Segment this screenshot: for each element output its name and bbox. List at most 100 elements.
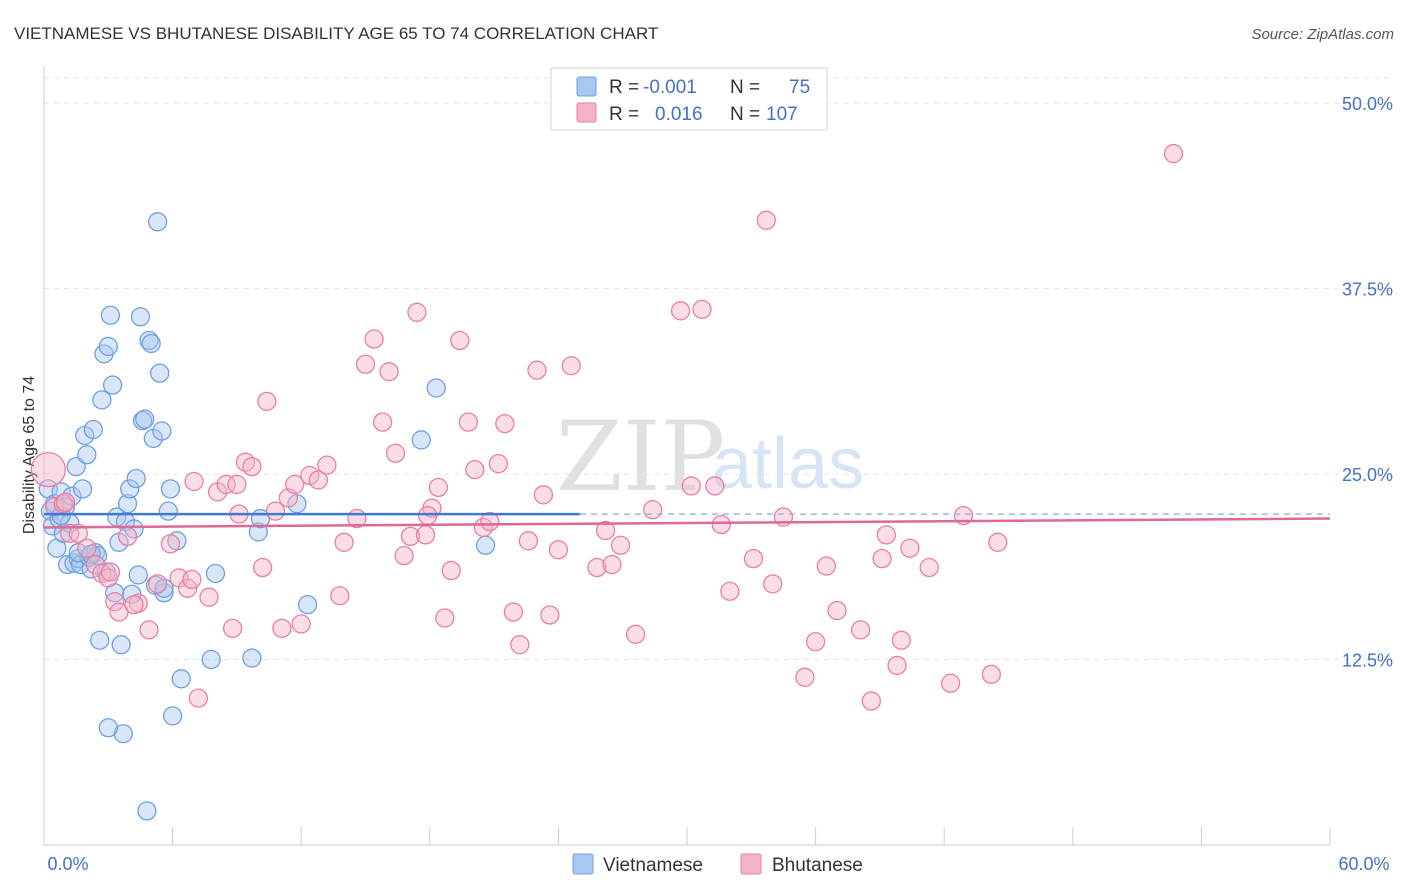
bhutanese-point [940, 673, 961, 693]
bhutanese-point [257, 391, 277, 411]
bhutanese-point [480, 511, 500, 532]
legend-frame [550, 67, 828, 131]
vietnamese-point [411, 430, 431, 450]
legend-r-value-bhutanese: 0.016 [655, 104, 703, 125]
bhutanese-point [587, 557, 607, 578]
y-tick-label: 25.0% [1342, 465, 1393, 485]
bhutanese-point [415, 525, 436, 545]
bhutanese-point [308, 470, 328, 490]
bhutanese-point [795, 667, 815, 687]
vietnamese-point [111, 635, 131, 655]
bhutanese-point [872, 548, 892, 569]
bhutanese-point [139, 620, 159, 640]
vietnamese-point [117, 494, 138, 514]
bhutanese-point [763, 574, 783, 594]
bhutanese-point [160, 534, 181, 554]
bhutanese-point [147, 574, 168, 594]
bhutanese-point [610, 535, 631, 555]
bhutanese-point [981, 664, 1002, 685]
bhutanese-point [177, 578, 198, 598]
vietnamese-point [242, 648, 262, 668]
bhutanese-point [743, 548, 764, 569]
bhutanese-point [548, 540, 569, 560]
bhutanese-point [355, 354, 376, 374]
vietnamese-point [126, 468, 146, 489]
legend-r-label-bhutanese: R = [609, 104, 639, 125]
legend-swatch-vietnamese [576, 76, 597, 97]
bhutanese-point [68, 523, 88, 544]
bhutanese-point [330, 586, 350, 606]
legend-n-value-bhutanese: 107 [766, 104, 798, 125]
y-tick-label: 12.5% [1342, 651, 1393, 671]
bhutanese-point [988, 532, 1008, 552]
legend-n-label-bhutanese: N = [730, 104, 760, 125]
bhutanese-point [265, 501, 286, 521]
grid-lines [44, 77, 1394, 661]
bhutanese-point [227, 474, 247, 495]
vietnamese-point [160, 479, 181, 499]
bottom-legend-swatch-vietnamese [572, 853, 594, 875]
bhutanese-point [77, 538, 97, 558]
legend-n-value-vietnamese: 75 [789, 77, 810, 98]
vietnamese-point [162, 706, 183, 726]
bhutanese-point [561, 356, 581, 376]
bhutanese-point [222, 618, 243, 639]
legend-n-label-vietnamese: N = [730, 77, 760, 98]
bhutanese-point [670, 301, 691, 321]
bhutanese-point [533, 485, 554, 505]
bhutanese-point [488, 454, 509, 474]
vietnamese-point [201, 649, 221, 670]
bhutanese-point [216, 474, 236, 495]
series-vietnamese [38, 212, 496, 821]
bhutanese-point [242, 456, 262, 477]
bhutanese-point [400, 526, 421, 547]
bhutanese-point [55, 492, 76, 512]
vietnamese-point [98, 336, 118, 357]
trendlines [43, 512, 1331, 529]
vietnamese-point [426, 378, 446, 398]
bhutanese-point [334, 532, 354, 552]
bhutanese-point [188, 688, 208, 708]
x-tick-label-min: 0.0% [47, 854, 88, 874]
bhutanese-point [379, 362, 399, 382]
bhutanese-point [291, 614, 311, 634]
bhutanese-point [891, 630, 911, 650]
bhutanese-point [428, 477, 449, 498]
vietnamese-point [141, 333, 161, 354]
bhutanese-point [441, 560, 461, 581]
bhutanese-point [252, 557, 273, 578]
vietnamese-point [475, 535, 496, 555]
vietnamese-point [120, 479, 140, 499]
bhutanese-point [850, 620, 871, 640]
vietnamese-point [150, 363, 170, 383]
watermark-atlas: atlas [712, 424, 864, 504]
bhutanese-point [100, 562, 121, 582]
bhutanese-point [503, 602, 524, 622]
bhutanese-point [711, 514, 731, 535]
bhutanese-point [124, 594, 144, 615]
vietnamese-point [100, 305, 121, 325]
bhutanese-point [394, 546, 414, 566]
source-label: Source: ZipAtlas.com [1251, 26, 1394, 43]
vietnamese-point [92, 390, 112, 410]
bhutanese-point [919, 557, 939, 578]
watermark: ZIP atlas [556, 401, 864, 513]
y-tick-label: 37.5% [1342, 280, 1393, 300]
y-axis-label: Disability Age 65 to 74 [21, 376, 38, 534]
legend-r-value-vietnamese: -0.001 [643, 77, 697, 98]
series-bhutanese [30, 143, 1184, 711]
bhutanese-point [285, 474, 305, 495]
bhutanese-point [435, 608, 455, 628]
vietnamese-point [83, 419, 103, 440]
legend-swatch-bhutanese [576, 102, 597, 123]
bhutanese-point [30, 451, 66, 488]
bottom-legend-label-bhutanese: Bhutanese [772, 855, 863, 876]
chart-title: VIETNAMESE VS BHUTANESE DISABILITY AGE 6… [14, 24, 658, 43]
bhutanese-point [805, 632, 826, 652]
bottom-legend-swatch-bhutanese [740, 853, 762, 875]
y-tick-label: 50.0% [1342, 94, 1393, 114]
bhutanese-point [705, 476, 725, 496]
trendline-bhutanese [43, 517, 1331, 529]
bhutanese-point [602, 554, 622, 575]
